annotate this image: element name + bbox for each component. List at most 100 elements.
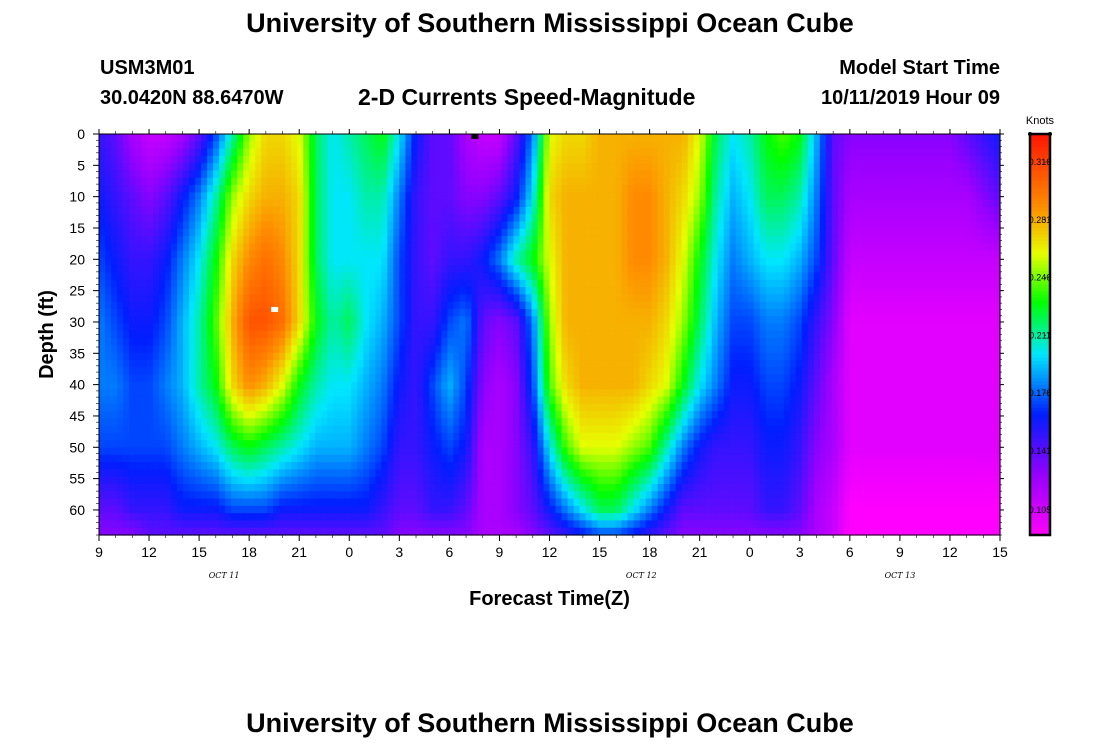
heatmap-cell: [153, 199, 160, 208]
heatmap-cell: [621, 265, 629, 274]
heatmap-cell: [663, 250, 671, 259]
heatmap-cell: [291, 265, 298, 274]
heatmap-cell: [279, 214, 286, 223]
heatmap-cell: [927, 141, 935, 150]
heatmap-cell: [117, 250, 124, 259]
heatmap-cell: [951, 134, 959, 142]
heatmap-cell: [885, 163, 893, 172]
heatmap-cell: [345, 330, 352, 339]
heatmap-cell: [159, 257, 166, 266]
heatmap-cell: [819, 141, 827, 150]
heatmap-cell: [915, 170, 923, 179]
heatmap-cell: [375, 228, 382, 237]
heatmap-cell: [795, 141, 803, 150]
heatmap-cell: [693, 316, 701, 325]
heatmap-cell: [279, 272, 286, 281]
heatmap-cell: [441, 352, 448, 361]
heatmap-cell: [321, 199, 328, 208]
heatmap-cell: [285, 199, 292, 208]
heatmap-cell: [537, 206, 545, 215]
heatmap-cell: [849, 352, 857, 361]
heatmap-cell: [507, 257, 515, 266]
heatmap-cell: [267, 228, 274, 237]
heatmap-cell: [735, 257, 743, 266]
heatmap-cell: [945, 163, 953, 172]
heatmap-cell: [627, 272, 635, 281]
heatmap-cell: [345, 163, 352, 172]
heatmap-cell: [183, 163, 190, 172]
heatmap-cell: [99, 360, 106, 368]
heatmap-cell: [141, 360, 148, 368]
heatmap-cell: [795, 236, 803, 244]
heatmap-cell: [297, 294, 304, 303]
heatmap-cell: [765, 192, 773, 201]
heatmap-cell: [771, 221, 779, 230]
heatmap-cell: [447, 352, 454, 361]
heatmap-cell: [975, 199, 983, 208]
heatmap-cell: [153, 330, 160, 339]
heatmap-cell: [975, 367, 983, 376]
heatmap-cell: [345, 323, 352, 332]
heatmap-cell: [753, 141, 761, 150]
heatmap-cell: [681, 170, 689, 179]
heatmap-cell: [783, 214, 791, 223]
heatmap-cell: [891, 185, 899, 193]
heatmap-cell: [309, 148, 316, 157]
heatmap-cell: [951, 257, 959, 266]
heatmap-cell: [663, 243, 671, 252]
heatmap-cell: [891, 148, 899, 157]
heatmap-cell: [735, 316, 743, 325]
heatmap-cell: [267, 170, 274, 179]
heatmap-cell: [441, 155, 448, 164]
heatmap-cell: [321, 177, 328, 186]
heatmap-cell: [399, 199, 406, 208]
heatmap-cell: [135, 294, 142, 303]
heatmap-cell: [723, 287, 731, 295]
heatmap-cell: [327, 330, 334, 339]
heatmap-cell: [903, 206, 911, 215]
heatmap-cell: [963, 221, 971, 230]
heatmap-cell: [537, 352, 545, 361]
heatmap-cell: [471, 206, 479, 215]
heatmap-cell: [741, 345, 749, 354]
heatmap-cell: [831, 316, 839, 325]
heatmap-cell: [321, 221, 328, 230]
heatmap-cell: [789, 301, 797, 310]
heatmap-cell: [651, 155, 659, 164]
heatmap-cell: [411, 345, 418, 354]
heatmap-cell: [297, 279, 304, 288]
heatmap-cell: [609, 338, 617, 347]
heatmap-cell: [123, 192, 130, 201]
heatmap-cell: [933, 294, 941, 303]
heatmap-cell: [147, 301, 154, 310]
heatmap-cell: [483, 148, 491, 157]
heatmap-cell: [405, 257, 412, 266]
heatmap-cell: [267, 360, 274, 368]
heatmap-cell: [531, 279, 539, 288]
heatmap-cell: [591, 177, 599, 186]
heatmap-cell: [885, 148, 893, 157]
heatmap-cell: [741, 338, 749, 347]
heatmap-cell: [579, 316, 587, 325]
heatmap-cell: [381, 199, 388, 208]
heatmap-cell: [951, 301, 959, 310]
heatmap-cell: [195, 192, 202, 201]
heatmap-cell: [693, 367, 701, 376]
heatmap-cell: [309, 214, 316, 223]
heatmap-cell: [405, 250, 412, 259]
heatmap-cell: [837, 163, 845, 172]
heatmap-cell: [663, 155, 671, 164]
heatmap-cell: [219, 185, 226, 193]
heatmap-cell: [411, 185, 418, 193]
heatmap-cell: [525, 214, 533, 223]
heatmap-cell: [249, 206, 256, 215]
heatmap-cell: [477, 155, 485, 164]
heatmap-cell: [303, 214, 310, 223]
heatmap-cell: [153, 272, 160, 281]
heatmap-cell: [561, 163, 569, 172]
heatmap-cell: [399, 163, 406, 172]
heatmap-cell: [927, 287, 935, 295]
heatmap-cell: [711, 192, 719, 201]
heatmap-cell: [243, 192, 250, 201]
heatmap-cell: [657, 294, 665, 303]
